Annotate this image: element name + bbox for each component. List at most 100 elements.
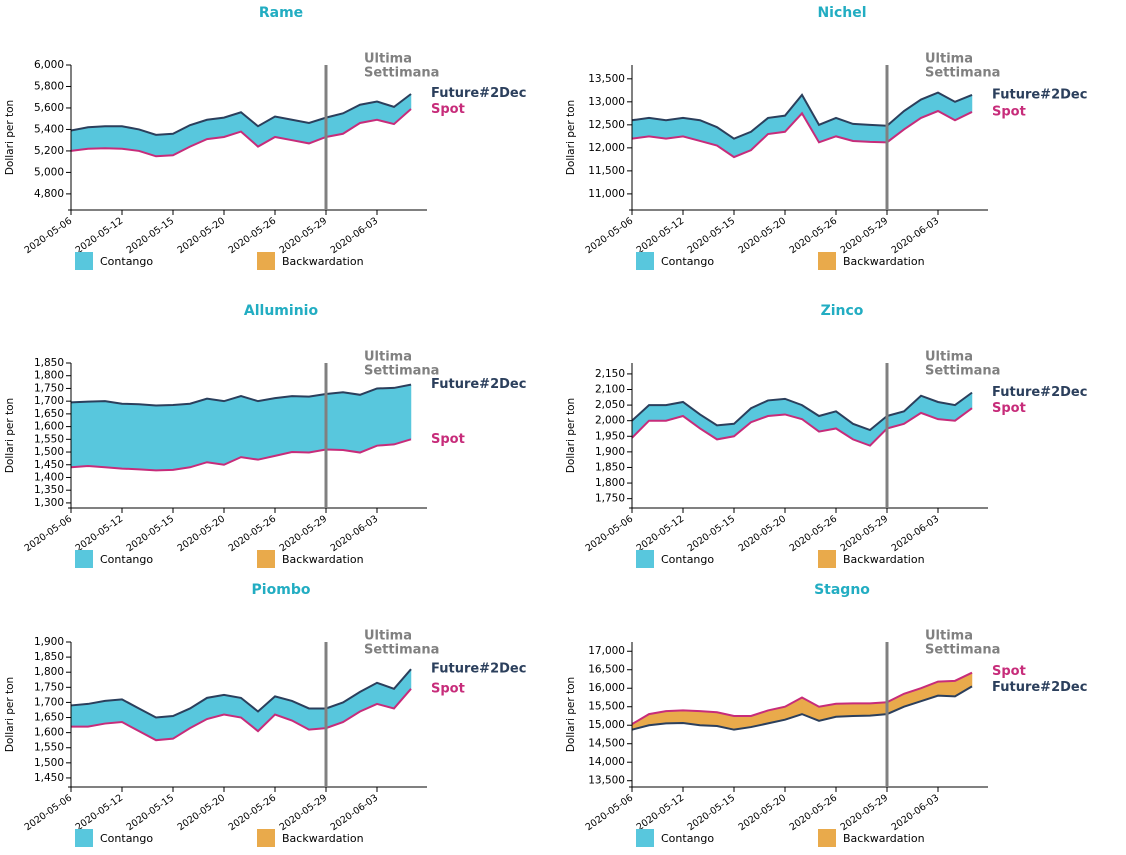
x-tick-label: 2020-05-20 [737, 215, 789, 256]
x-tick-label: 2020-05-29 [278, 792, 330, 833]
chart-panel: Nichel Future#2Dec Spot 11,000 11,500 12,000 1… [565, 5, 1087, 270]
spread-area [835, 703, 854, 717]
spread-area [937, 680, 956, 697]
series-label: Future#2Dec [992, 680, 1087, 695]
x-tick-label: 2020-05-12 [74, 215, 126, 256]
spread-area [682, 401, 701, 429]
y-tick-label: 15,000 [588, 719, 625, 731]
y-tick-label: 1,550 [34, 433, 64, 445]
x-tick-label: 2020-05-12 [635, 215, 687, 256]
spread-area [648, 404, 667, 421]
y-tick-label: 14,500 [588, 738, 625, 750]
spread-area [155, 404, 174, 471]
x-tick-label: 2020-05-15 [125, 513, 177, 554]
y-tick-label: 1,850 [595, 461, 625, 473]
y-tick-label: 1,900 [34, 636, 64, 648]
x-tick-label: 2020-05-12 [635, 792, 687, 833]
spread-area [308, 708, 327, 730]
x-tick-label: 2020-05-06 [23, 792, 75, 833]
spread-area [240, 395, 259, 460]
series-label: Spot [431, 432, 465, 447]
spread-area [648, 117, 667, 139]
annotation-text: Ultima [925, 52, 973, 67]
x-tick-label: 2020-05-29 [839, 215, 891, 256]
spread-area [852, 703, 871, 717]
y-tick-label: 5,400 [34, 123, 64, 135]
series-line [70, 93, 412, 136]
series-label: Spot [992, 401, 1026, 416]
y-tick-label: 6,000 [34, 59, 64, 71]
spread-area [376, 387, 395, 446]
legend-label: Contango [100, 832, 153, 845]
y-tick-label: 1,800 [34, 370, 64, 382]
spread-area [308, 393, 327, 453]
spread-area [631, 117, 650, 139]
spread-area [750, 117, 769, 151]
y-tick-label: 1,300 [34, 497, 64, 509]
spread-area [257, 397, 276, 460]
x-tick-label: 2020-05-06 [584, 792, 636, 833]
x-tick-label: 2020-05-26 [227, 215, 279, 256]
y-axis-label: Dollari per ton [4, 677, 16, 752]
y-axis-label: Dollari per ton [565, 398, 577, 473]
x-tick-label: 2020-06-03 [890, 792, 942, 833]
spread-area [70, 703, 89, 727]
spread-area [155, 715, 174, 741]
x-tick-label: 2020-05-26 [227, 513, 279, 554]
annotation-text: Settimana [925, 364, 1000, 379]
legend-label: Contango [661, 255, 714, 268]
y-tick-label: 11,500 [588, 165, 625, 177]
y-tick-label: 1,950 [595, 430, 625, 442]
annotation-text: Ultima [364, 350, 412, 365]
spread-area [767, 398, 786, 417]
spread-area [903, 99, 922, 130]
spread-area [716, 126, 735, 158]
x-tick-label: 2020-05-20 [737, 513, 789, 554]
series-line [631, 91, 973, 140]
legend-label: Contango [661, 553, 714, 566]
y-tick-label: 12,500 [588, 119, 625, 131]
legend-swatch [636, 829, 654, 847]
x-tick-label: 2020-05-15 [686, 215, 738, 256]
legend-swatch [75, 252, 93, 270]
chart-title: Nichel [817, 5, 866, 21]
x-tick-label: 2020-05-29 [839, 792, 891, 833]
x-tick-label: 2020-05-12 [635, 513, 687, 554]
y-tick-label: 1,850 [34, 357, 64, 369]
spread-area [886, 110, 905, 143]
y-tick-label: 1,800 [34, 666, 64, 678]
spread-area [189, 398, 208, 468]
x-tick-label: 2020-05-06 [584, 513, 636, 554]
y-tick-label: 1,450 [34, 459, 64, 471]
y-tick-label: 1,550 [34, 742, 64, 754]
x-tick-label: 2020-05-20 [176, 513, 228, 554]
series-label: Future#2Dec [431, 377, 526, 392]
legend-label: Contango [661, 832, 714, 845]
spread-area [121, 403, 140, 470]
x-tick-label: 2020-05-20 [176, 792, 228, 833]
legend-label: Backwardation [282, 553, 364, 566]
series-line [70, 438, 412, 472]
legend-label: Backwardation [282, 832, 364, 845]
x-tick-label: 2020-06-03 [329, 215, 381, 256]
spread-area [393, 93, 412, 125]
spread-area [138, 403, 157, 471]
y-tick-label: 4,800 [34, 188, 64, 200]
chart-title: Piombo [252, 582, 311, 598]
legend-label: Backwardation [843, 255, 925, 268]
y-tick-label: 12,000 [588, 142, 625, 154]
spread-area [87, 700, 106, 727]
legend-swatch [818, 252, 836, 270]
spread-area [87, 125, 106, 150]
legend-swatch [75, 550, 93, 568]
spread-area [223, 395, 242, 466]
legend-label: Contango [100, 553, 153, 566]
x-tick-label: 2020-05-20 [737, 792, 789, 833]
spread-area [869, 124, 888, 143]
chart-title: Stagno [814, 582, 870, 598]
y-tick-label: 13,000 [588, 96, 625, 108]
y-tick-label: 16,500 [588, 664, 625, 676]
legend-swatch [257, 550, 275, 568]
y-tick-label: 15,500 [588, 701, 625, 713]
